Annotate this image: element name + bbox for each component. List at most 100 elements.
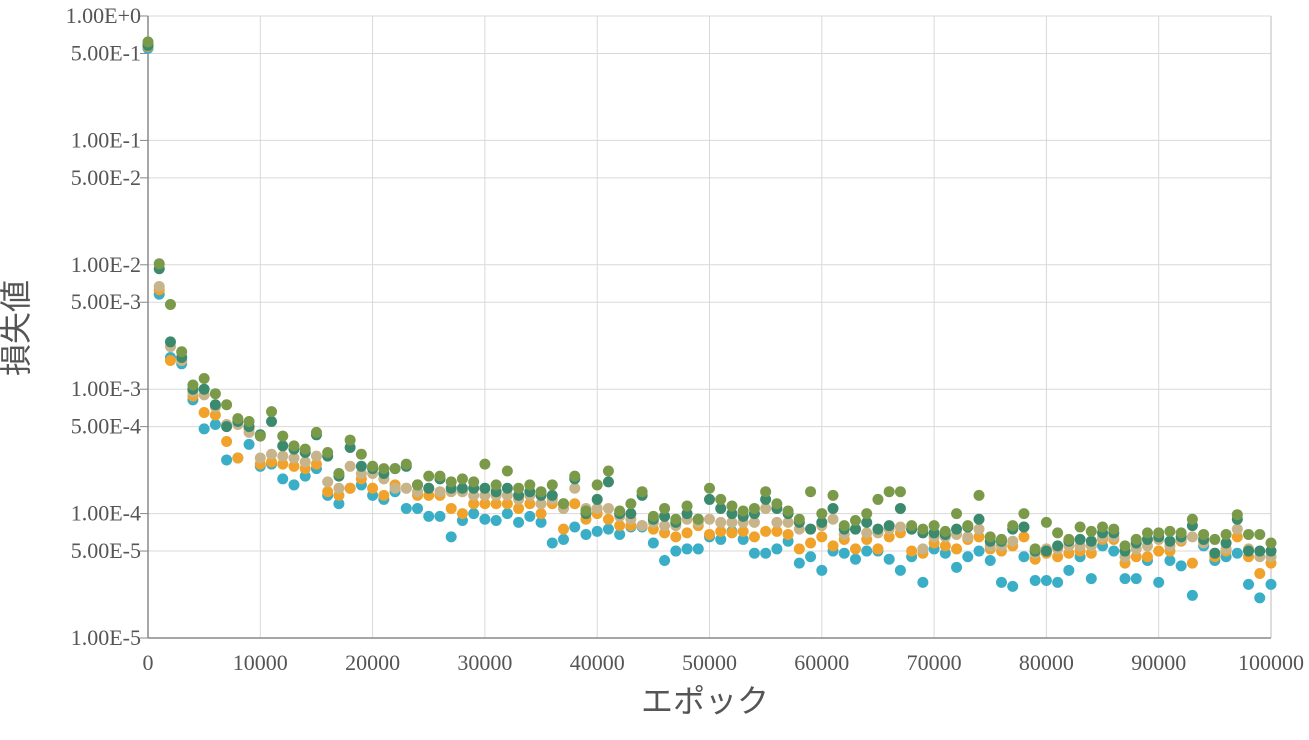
data-point xyxy=(243,438,255,450)
data-point xyxy=(602,476,614,488)
data-point xyxy=(468,498,480,510)
data-point xyxy=(1265,537,1277,549)
data-point xyxy=(299,456,311,468)
data-point xyxy=(423,482,435,494)
data-point xyxy=(254,452,266,464)
data-point xyxy=(951,523,963,535)
data-point xyxy=(1097,521,1109,533)
data-point xyxy=(973,489,985,501)
data-point xyxy=(827,540,839,552)
data-point xyxy=(984,554,996,566)
series-5 xyxy=(142,36,1277,555)
data-point xyxy=(1153,527,1165,539)
data-point xyxy=(1164,525,1176,537)
data-point xyxy=(771,543,783,555)
data-point xyxy=(209,399,221,411)
y-tick-label: 5.00E-4 xyxy=(71,414,141,439)
data-point xyxy=(726,516,738,528)
data-point xyxy=(412,479,424,491)
data-point xyxy=(894,486,906,498)
data-point xyxy=(726,500,738,512)
data-point xyxy=(1063,564,1075,576)
data-point xyxy=(198,423,210,435)
data-point xyxy=(647,537,659,549)
data-point xyxy=(445,476,457,488)
data-point xyxy=(771,516,783,528)
data-point xyxy=(221,399,233,411)
x-axis-title: エポック xyxy=(641,682,769,720)
data-point xyxy=(928,520,940,532)
data-point xyxy=(333,482,345,494)
data-point xyxy=(670,545,682,557)
data-point xyxy=(221,421,233,433)
data-point xyxy=(1074,521,1086,533)
data-point xyxy=(513,482,525,494)
data-point xyxy=(456,508,468,520)
data-point xyxy=(973,513,985,525)
data-point xyxy=(580,528,592,540)
data-point xyxy=(535,516,547,528)
data-point xyxy=(917,543,929,555)
data-point xyxy=(400,502,412,514)
data-point xyxy=(1231,547,1243,559)
data-point xyxy=(1040,545,1052,557)
data-point xyxy=(737,525,749,537)
data-point xyxy=(602,465,614,477)
y-tick-label: 1.00E-2 xyxy=(71,252,141,277)
data-point xyxy=(221,454,233,466)
data-point xyxy=(434,486,446,498)
data-point xyxy=(558,533,570,545)
data-point xyxy=(805,551,817,563)
data-point xyxy=(748,547,760,559)
x-tick-label: 40000 xyxy=(570,650,625,675)
data-point xyxy=(490,498,502,510)
data-point xyxy=(805,537,817,549)
data-point xyxy=(378,463,390,475)
data-point xyxy=(894,502,906,514)
data-point xyxy=(1018,521,1030,533)
data-point xyxy=(760,547,772,559)
data-point xyxy=(771,525,783,537)
data-point xyxy=(1186,531,1198,543)
data-point xyxy=(254,430,266,442)
data-point xyxy=(310,426,322,438)
data-point xyxy=(782,528,794,540)
data-point xyxy=(209,388,221,400)
data-point xyxy=(1130,533,1142,545)
data-point xyxy=(546,479,558,491)
data-point xyxy=(1254,528,1266,540)
data-point xyxy=(1052,527,1064,539)
data-point xyxy=(1040,516,1052,528)
y-tick-label: 1.00E-5 xyxy=(71,625,141,650)
data-point xyxy=(906,520,918,532)
data-point xyxy=(906,545,918,557)
data-point xyxy=(288,479,300,491)
data-point xyxy=(782,516,794,528)
data-point xyxy=(659,510,671,522)
data-point xyxy=(1175,560,1187,572)
data-point xyxy=(1052,551,1064,563)
data-point xyxy=(490,515,502,527)
data-point xyxy=(1007,520,1019,532)
data-point xyxy=(1130,573,1142,585)
data-point xyxy=(659,520,671,532)
data-point xyxy=(670,513,682,525)
data-point xyxy=(995,533,1007,545)
data-point xyxy=(1108,523,1120,535)
data-point xyxy=(591,479,603,491)
data-point xyxy=(1164,554,1176,566)
data-point xyxy=(501,465,513,477)
data-point xyxy=(760,486,772,498)
data-point xyxy=(602,502,614,514)
data-point xyxy=(849,553,861,565)
data-point xyxy=(389,463,401,475)
data-point xyxy=(704,513,715,525)
data-point xyxy=(1186,513,1198,525)
data-point xyxy=(805,486,817,498)
y-tick-label: 5.00E-5 xyxy=(71,538,141,563)
data-point xyxy=(1074,533,1086,545)
data-point xyxy=(299,443,311,455)
data-point xyxy=(490,479,502,491)
data-point xyxy=(1119,573,1131,585)
data-point xyxy=(513,516,525,528)
